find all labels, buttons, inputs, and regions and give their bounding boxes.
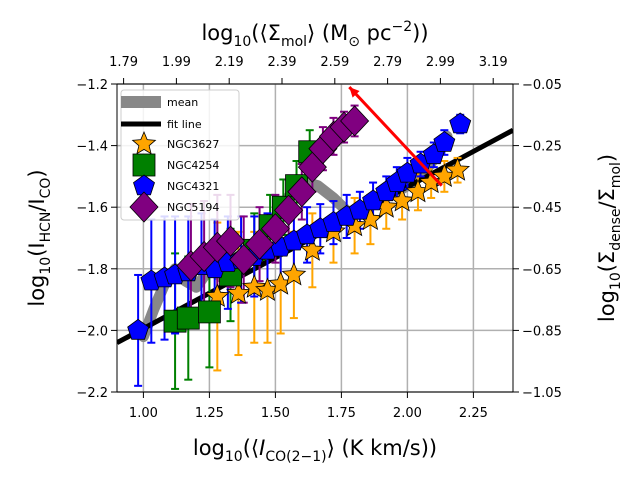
point-NGC5194 xyxy=(229,243,259,276)
x-tick-label: 1.50 xyxy=(261,406,290,421)
point-NGC4321 xyxy=(449,112,472,134)
top-tick-label: 2.79 xyxy=(373,55,402,70)
y-tick-label-left: −2.0 xyxy=(76,324,108,339)
point-NGC5194 xyxy=(260,213,290,245)
annotation-arrow-shaft xyxy=(348,86,443,187)
x-tick-label: 1.00 xyxy=(129,406,158,421)
legend-marker-NGC3627 xyxy=(131,130,157,155)
x-tick-label: 2.25 xyxy=(459,406,488,421)
legend-label-mean: mean xyxy=(167,96,198,109)
point-NGC5194 xyxy=(274,194,304,226)
point-NGC4254 xyxy=(197,300,221,324)
top-tick-label: 1.99 xyxy=(162,55,191,70)
plot-frame xyxy=(116,83,514,393)
legend-marker-NGC5194 xyxy=(129,191,159,223)
y-tick-label-left: −1.4 xyxy=(76,140,108,155)
plot-area xyxy=(117,86,513,390)
top-tick-label: 2.99 xyxy=(426,55,455,70)
y-tick-label-right: −0.45 xyxy=(522,201,562,216)
y-tick-label-right: −0.85 xyxy=(522,324,562,339)
point-NGC4321 xyxy=(433,131,456,152)
point-NGC4254 xyxy=(176,306,200,330)
point-NGC5194 xyxy=(287,176,317,208)
axis-ticks: 1.00 1.25 1.50 1.75 2.00 2.25 1.79 1.99 2.19 2.39… xyxy=(76,55,561,421)
legend-label-NGC4254: NGC4254 xyxy=(167,159,219,172)
y-tick-label-left: −1.8 xyxy=(76,263,108,278)
top-tick-label: 2.39 xyxy=(268,55,297,70)
legend-label-NGC4321: NGC4321 xyxy=(167,180,219,193)
y-tick-label-right: −1.05 xyxy=(522,386,562,401)
x-tick-label: 2.00 xyxy=(393,406,422,421)
legend-marker-NGC4254 xyxy=(132,153,156,177)
point-NGC3627 xyxy=(281,261,307,286)
top-tick-label: 3.19 xyxy=(479,55,508,70)
legend-label-fit-line: fit line xyxy=(167,118,202,131)
y-tick-label-right: −0.05 xyxy=(522,78,562,93)
x-axis-label: log10(⟨ICO(2−1)⟩ (K km/s)) xyxy=(193,436,437,465)
point-NGC4321 xyxy=(127,318,150,340)
markers-layer xyxy=(127,105,472,340)
legend: mean fit line NGC3627 NGC4254 NGC4321 NGC5194 xyxy=(120,89,240,223)
point-NGC3627 xyxy=(299,237,325,261)
annotation-layer xyxy=(348,86,443,187)
point-NGC5194 xyxy=(245,228,275,260)
point-NGC5194 xyxy=(215,225,246,257)
top-axis-label: log10(⟨Σmol⟩ (M⊙ pc−2)) xyxy=(201,19,428,50)
y-tick-label-right: −0.25 xyxy=(522,140,562,155)
legend-swatch-mean xyxy=(121,96,161,108)
point-NGC3627 xyxy=(226,280,251,304)
y-tick-label-left: −1.6 xyxy=(76,201,108,216)
point-NGC3627 xyxy=(445,157,470,181)
y-tick-label-left: −2.2 xyxy=(76,386,108,401)
point-NGC3627 xyxy=(241,274,267,298)
y-axis-label-left: log10(IHCN/ICO) xyxy=(25,169,54,306)
legend-label-NGC3627: NGC3627 xyxy=(167,138,219,151)
top-tick-label: 2.59 xyxy=(320,55,349,70)
y-tick-label-left: −1.2 xyxy=(76,78,108,93)
legend-label-NGC5194: NGC5194 xyxy=(167,201,219,214)
x-tick-label: 1.25 xyxy=(195,406,224,421)
y-axis-label-right: log10(Σdense/Σmol) xyxy=(595,154,624,322)
annotation-arrow-head xyxy=(349,87,360,98)
top-tick-label: 1.79 xyxy=(109,55,138,70)
point-NGC5194 xyxy=(340,105,370,137)
x-tick-label: 1.75 xyxy=(327,406,356,421)
y-tick-label-right: −0.65 xyxy=(522,263,562,278)
top-tick-label: 2.19 xyxy=(215,55,244,70)
